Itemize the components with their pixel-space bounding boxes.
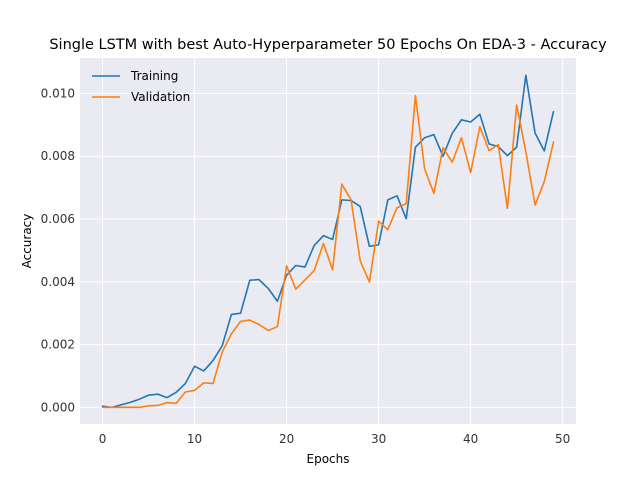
legend-label-validation: Validation	[131, 90, 190, 104]
plot-area	[80, 58, 576, 424]
y-tick-label: 0.010	[41, 86, 75, 100]
x-tick-label: 50	[555, 432, 570, 446]
y-tick-label: 0.004	[41, 275, 75, 289]
legend: Training Validation	[92, 69, 190, 104]
series-lines	[101, 74, 555, 409]
y-tick-label: 0.000	[41, 400, 75, 414]
y-axis-label: Accuracy	[20, 214, 34, 269]
legend-label-training: Training	[130, 69, 178, 83]
grid-lines	[80, 58, 576, 424]
x-tick-label: 0	[99, 432, 107, 446]
y-tick-label: 0.008	[41, 149, 75, 163]
y-axis-ticks: 0.000 0.002 0.004 0.006 0.008 0.010	[41, 86, 75, 414]
x-axis-label: Epochs	[307, 452, 350, 466]
x-tick-label: 10	[187, 432, 202, 446]
series-line-training	[101, 74, 555, 409]
x-tick-label: 40	[463, 432, 478, 446]
series-line-validation	[101, 94, 555, 409]
y-tick-label: 0.002	[41, 338, 75, 352]
x-tick-label: 20	[279, 432, 294, 446]
y-tick-label: 0.006	[41, 212, 75, 226]
x-tick-label: 30	[371, 432, 386, 446]
chart-title: Single LSTM with best Auto-Hyperparamete…	[49, 37, 607, 53]
x-axis-ticks: 0 10 20 30 40 50	[99, 432, 571, 446]
